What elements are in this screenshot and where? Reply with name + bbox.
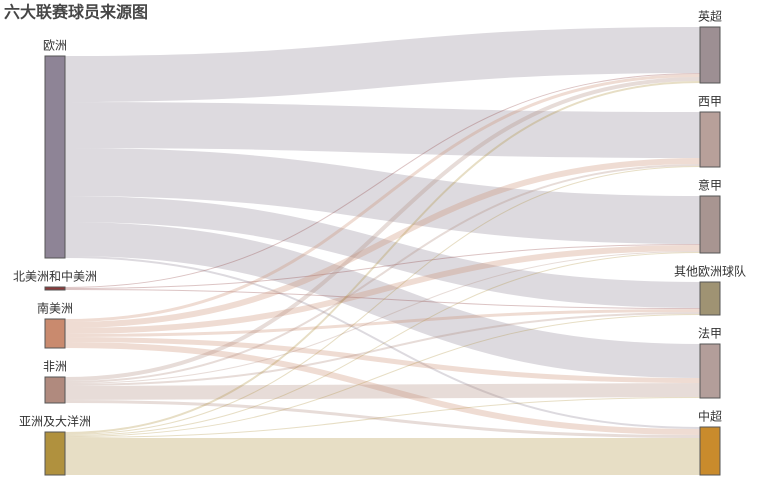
- source-label: 欧洲: [43, 39, 67, 53]
- flow-link: [64, 27, 701, 102]
- flow-link: [64, 77, 701, 381]
- flow-link: [64, 166, 701, 435]
- target-label: 法甲: [698, 327, 722, 341]
- flow-link: [64, 309, 701, 337]
- flow-link: [64, 314, 701, 437]
- flow-link: [64, 148, 701, 244]
- target-label: 英超: [698, 9, 722, 24]
- flow-link: [64, 244, 701, 289]
- flow-link: [64, 397, 701, 438]
- links: [64, 27, 701, 476]
- flow-link: [64, 251, 701, 384]
- target-label: 西甲: [698, 95, 722, 109]
- source-node: [44, 431, 66, 476]
- source-node: [44, 286, 66, 291]
- flow-link: [64, 252, 701, 436]
- source-label: 南美洲: [37, 301, 73, 316]
- flow-link: [64, 383, 701, 400]
- flow-link: [64, 73, 701, 288]
- target-node: [699, 26, 721, 84]
- target-node: [699, 343, 721, 399]
- flow-link: [64, 158, 701, 328]
- flow-link: [64, 312, 701, 386]
- source-node: [44, 376, 66, 404]
- source-label: 北美洲和中美洲: [13, 269, 97, 284]
- target-label: 中超: [698, 409, 722, 424]
- chart-title: 六大联赛球员来源图: [4, 3, 148, 22]
- flow-link: [64, 74, 701, 322]
- source-node: [44, 318, 66, 349]
- flow-link: [64, 164, 701, 383]
- target-node: [699, 195, 721, 254]
- flow-link: [64, 400, 701, 438]
- target-label: 意甲: [698, 178, 722, 193]
- source-label: 亚洲及大洋洲: [19, 414, 91, 429]
- flow-link: [64, 245, 701, 334]
- flow-link: [64, 289, 701, 309]
- target-node: [699, 426, 721, 476]
- flow-link: [64, 256, 701, 429]
- flow-link: [64, 337, 701, 383]
- source-label: 非洲: [43, 360, 67, 374]
- flow-link: [64, 342, 701, 435]
- target-node: [699, 111, 721, 168]
- target-node: [699, 281, 721, 316]
- flow-link: [64, 196, 701, 308]
- target-label: 其他欧洲球队: [674, 264, 746, 279]
- source-node: [44, 55, 66, 259]
- flow-link: [64, 81, 701, 434]
- flow-link: [64, 102, 701, 158]
- flow-link: [64, 222, 701, 378]
